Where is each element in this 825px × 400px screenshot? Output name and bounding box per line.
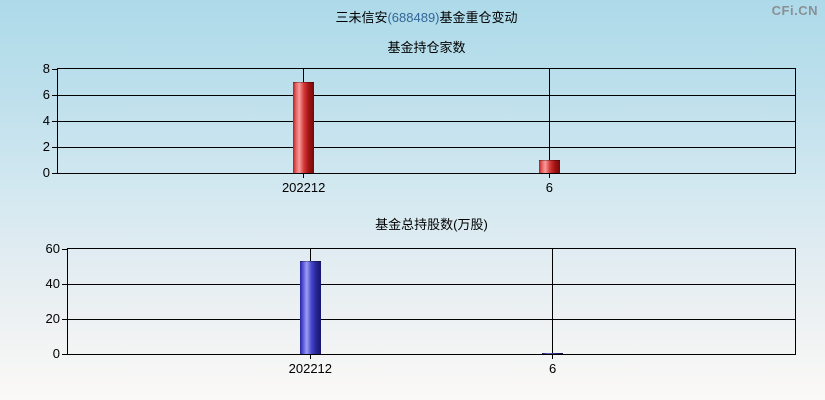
x-tick	[548, 173, 550, 178]
y-gridline	[58, 146, 795, 148]
y-tick	[52, 172, 58, 174]
chart2-plot-area: 0 20 40 60 202212 6	[46, 241, 796, 376]
category-gridline	[552, 249, 554, 354]
y-axis-tick-label: 60	[45, 241, 60, 256]
bar	[293, 82, 315, 173]
title-suffix: 基金重仓变动	[439, 10, 518, 25]
y-axis-tick-label: 6	[42, 87, 50, 102]
y-axis-tick-label: 0	[42, 165, 50, 180]
chart1-title: 基金持仓家数	[387, 40, 466, 55]
chart2-title: 基金总持股数(万股)	[375, 217, 488, 232]
y-gridline	[68, 283, 795, 285]
chart1-plot-area: 0 2 4 6 8 202212 6	[43, 61, 796, 195]
x-axis-tick-label: 6	[545, 180, 553, 195]
y-tick	[62, 248, 68, 250]
x-tick	[309, 354, 311, 359]
y-gridline	[68, 318, 795, 320]
y-axis-tick-label: 8	[42, 61, 50, 76]
category-gridline	[548, 69, 550, 173]
y-gridline	[58, 94, 795, 96]
y-tick	[52, 146, 58, 148]
bar	[542, 352, 564, 354]
x-axis-tick-label: 202212	[288, 361, 333, 376]
bar	[299, 260, 321, 354]
page-title: 三未信安(688489)基金重仓变动	[57, 7, 796, 26]
y-tick	[62, 318, 68, 320]
cfi-logo: CFi.CN	[771, 3, 818, 18]
y-axis-tick-label: 2	[42, 139, 50, 154]
x-axis-tick-label: 202212	[281, 180, 326, 195]
y-axis-tick-label: 40	[45, 276, 60, 291]
y-axis-tick-label: 0	[52, 346, 60, 361]
y-tick	[52, 68, 58, 70]
y-axis-tick-label: 4	[42, 113, 50, 128]
stock-code: (688489)	[387, 10, 440, 25]
y-tick	[52, 94, 58, 96]
y-gridline	[58, 120, 795, 122]
x-tick	[552, 354, 554, 359]
y-tick	[62, 353, 68, 355]
stock-name: 三未信安	[335, 10, 388, 25]
y-axis-tick-label: 20	[45, 311, 60, 326]
y-tick	[52, 120, 58, 122]
x-tick	[303, 173, 305, 178]
x-axis-tick-label: 6	[549, 361, 557, 376]
y-tick	[62, 283, 68, 285]
bar	[538, 160, 560, 173]
